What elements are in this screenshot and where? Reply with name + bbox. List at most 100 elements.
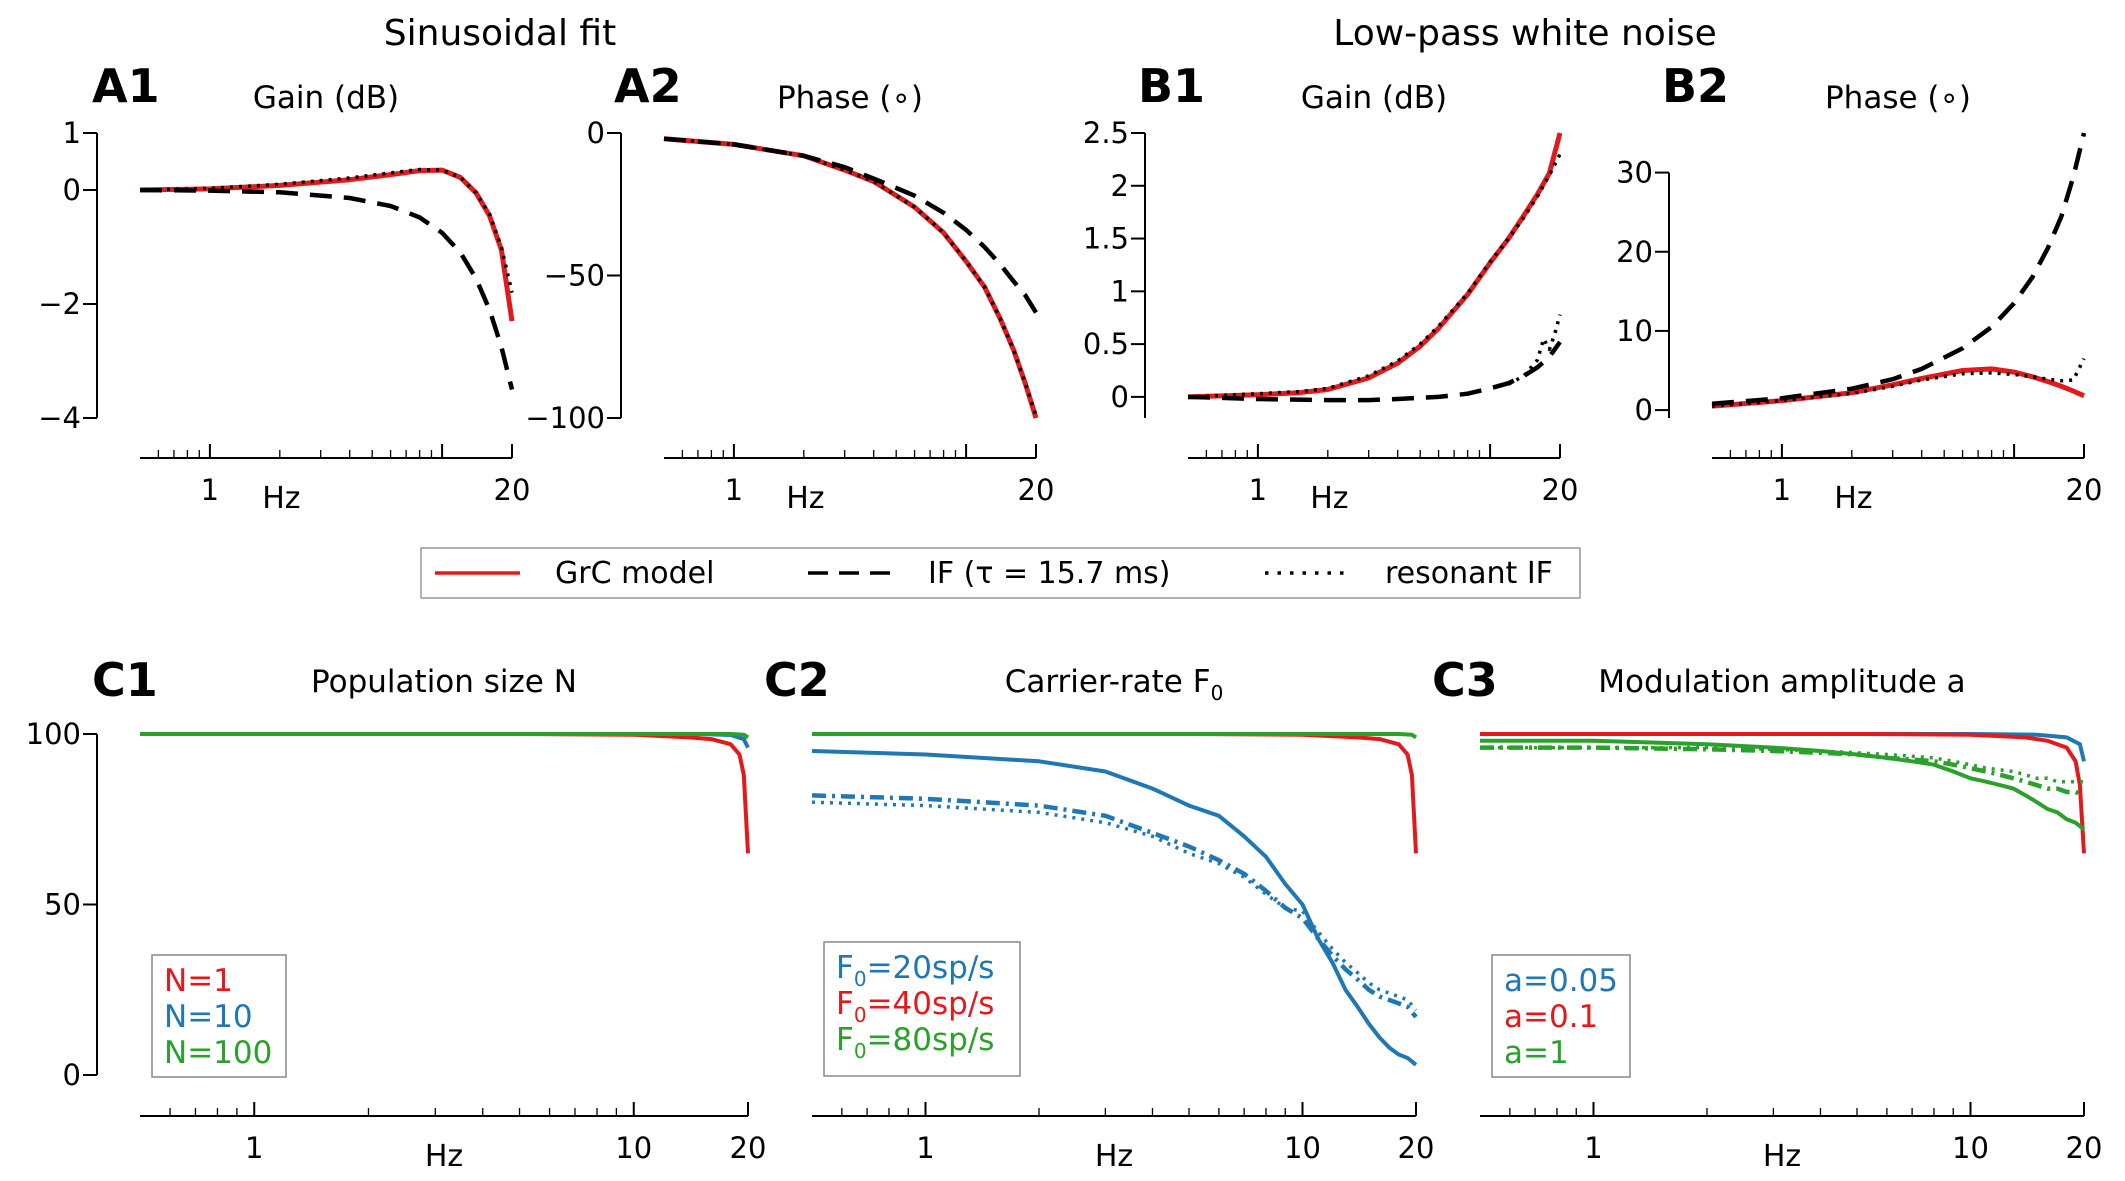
x-tick-label-c3: 20 [2066, 1131, 2103, 1165]
panel-label-a1: A1 [92, 59, 160, 113]
panel-a1: A1 Gain (dB) 1 0 −2 −4 1 20 Hz [38, 59, 530, 516]
legend-entry-c1-0: N=1 [164, 963, 233, 999]
series-line-c3-4 [1480, 745, 2084, 784]
legend-label-resonant: resonant IF [1385, 556, 1553, 591]
panel-label-b2: B2 [1662, 59, 1729, 113]
x-tick-label-c1: 20 [730, 1131, 767, 1165]
panel-a2: A2 Phase (∘) 0 −50 −100 1 20 Hz [525, 59, 1054, 516]
y-tick-label-c1: 0 [63, 1058, 81, 1092]
y-tick-label-b1: 0 [1111, 380, 1129, 414]
x-tick-label-b1: 20 [1542, 473, 1579, 507]
series-line-a1-2 [139, 167, 514, 293]
x-axis-label-b1: Hz [1310, 481, 1348, 516]
y-tick-label-b2: 10 [1616, 314, 1653, 348]
legend-entry-c1-1: N=10 [164, 999, 253, 1035]
legend-entry-c3-1: a=0.1 [1504, 999, 1598, 1035]
x-tick-label-a2: 1 [725, 473, 743, 507]
panel-label-c2: C2 [764, 653, 830, 707]
series-line-a2-1 [663, 136, 1038, 314]
x-tick-label-c2: 10 [1284, 1131, 1321, 1165]
series-line-c1-2 [140, 732, 750, 740]
series-line-b1-2 [1187, 153, 1562, 399]
panel-label-b1: B1 [1138, 59, 1205, 113]
panel-title-c2: Carrier-rate F0 [1005, 664, 1224, 705]
series-line-b1-0 [1187, 132, 1563, 400]
y-tick-label-b1: 0.5 [1083, 327, 1129, 361]
series-line-a1-0 [139, 167, 515, 322]
x-tick-label-b2: 1 [1773, 473, 1791, 507]
legend-frame-c1 [151, 954, 287, 1078]
legend-entry-c2-2: F0=80sp/s [836, 1022, 994, 1063]
legend-frame-c2 [823, 941, 1021, 1077]
series-line-b2-2 [1711, 357, 2086, 408]
panel-b2: B2 Phase (∘) 30 20 10 0 1 20 Hz [1616, 59, 2102, 516]
series-line-b1-1 [1187, 340, 1562, 403]
panel-title-b2: Phase (∘) [1825, 80, 1971, 116]
legend-entry-c3-0: a=0.05 [1504, 963, 1618, 999]
y-tick-label-b2: 30 [1616, 156, 1653, 190]
y-tick-label-a1: −4 [38, 401, 81, 435]
legend-label-grc: GrC model [555, 556, 714, 591]
series-line-c1-0 [140, 732, 750, 854]
x-tick-label-c1: 10 [615, 1131, 652, 1165]
y-tick-label-a1: 0 [63, 173, 81, 207]
y-tick-label-a1: 1 [63, 116, 81, 150]
x-tick-label-c1: 1 [245, 1131, 263, 1165]
panel-title-a2: Phase (∘) [777, 80, 923, 116]
x-tick-label-a1: 20 [494, 473, 531, 507]
y-tick-label-b1: 2.5 [1083, 116, 1129, 150]
y-tick-label-a2: 0 [587, 116, 605, 150]
series-line-c3-1 [1480, 732, 2086, 854]
x-axis-label-a2: Hz [786, 481, 824, 516]
panel-title-a1: Gain (dB) [253, 80, 399, 116]
top-legend: GrC model IF (τ = 15.7 ms) resonant IF [420, 547, 1581, 599]
y-tick-label-b1: 2 [1111, 169, 1129, 203]
group-title-sinusoidal: Sinusoidal fit [384, 13, 616, 54]
panel-label-c1: C1 [92, 653, 158, 707]
series-line-b2-1 [1711, 132, 2087, 407]
series-line-b2-0 [1711, 366, 2086, 409]
panel-label-c3: C3 [1432, 653, 1498, 707]
legend-entry-c3-2: a=1 [1504, 1035, 1569, 1071]
y-tick-label-c1: 100 [26, 717, 81, 751]
legend-label-if: IF (τ = 15.7 ms) [928, 556, 1171, 591]
series-line-c2-0 [811, 749, 1418, 1067]
legend-entry-c1-2: N=100 [164, 1035, 272, 1071]
y-tick-label-a2: −100 [525, 401, 605, 435]
panel-label-a2: A2 [614, 59, 682, 113]
top-legend-frame [420, 547, 1581, 599]
x-tick-label-c3: 10 [1952, 1131, 1989, 1165]
y-tick-label-c1: 50 [44, 888, 81, 922]
y-tick-label-b2: 20 [1616, 235, 1653, 269]
series-line-c3-2 [1480, 738, 2086, 832]
x-axis-label-a1: Hz [262, 481, 300, 516]
y-tick-label-a1: −2 [38, 287, 81, 321]
x-tick-label-a1: 1 [201, 473, 219, 507]
series-line-c2-1 [811, 793, 1418, 1019]
x-tick-label-c3: 1 [1584, 1131, 1602, 1165]
x-tick-label-b2: 20 [2066, 473, 2103, 507]
x-axis-label-c1: Hz [425, 1139, 463, 1174]
series-line-a1-1 [139, 187, 515, 391]
x-axis-label-c2: Hz [1095, 1139, 1133, 1174]
x-tick-label-c2: 20 [1398, 1131, 1435, 1165]
panel-title-b1: Gain (dB) [1301, 80, 1447, 116]
group-title-lowpass: Low-pass white noise [1333, 13, 1716, 54]
x-tick-label-b1: 1 [1249, 473, 1267, 507]
panel-c3: C3 Modulation amplitude a 1 10 20 Hz a=0.05a=0… [1432, 653, 2102, 1174]
y-tick-label-b1: 1 [1111, 274, 1129, 308]
panel-title-c1: Population size N [311, 664, 577, 700]
x-axis-label-c3: Hz [1763, 1139, 1801, 1174]
series-line-c2-4 [812, 732, 1418, 740]
panel-b1: B1 Gain (dB) 2.5 2 1.5 1 0.5 0 1 20 Hz [1083, 59, 1579, 516]
panel-c2: C2 Carrier-rate F01 10 20HzF0=20sp/sF0=40sp… [764, 653, 1434, 1174]
y-tick-label-b1: 1.5 [1083, 222, 1129, 256]
y-tick-label-b2: 0 [1635, 393, 1653, 427]
legend-frame-c3 [1491, 954, 1631, 1078]
legend-entry-c2-0: F0=20sp/s [836, 950, 994, 991]
panel-c1: C1 Population size N 100 50 0 1 10 20 Hz N=1N=10N… [26, 653, 767, 1174]
x-tick-label-a2: 20 [1018, 473, 1055, 507]
y-tick-label-a2: −50 [544, 259, 605, 293]
